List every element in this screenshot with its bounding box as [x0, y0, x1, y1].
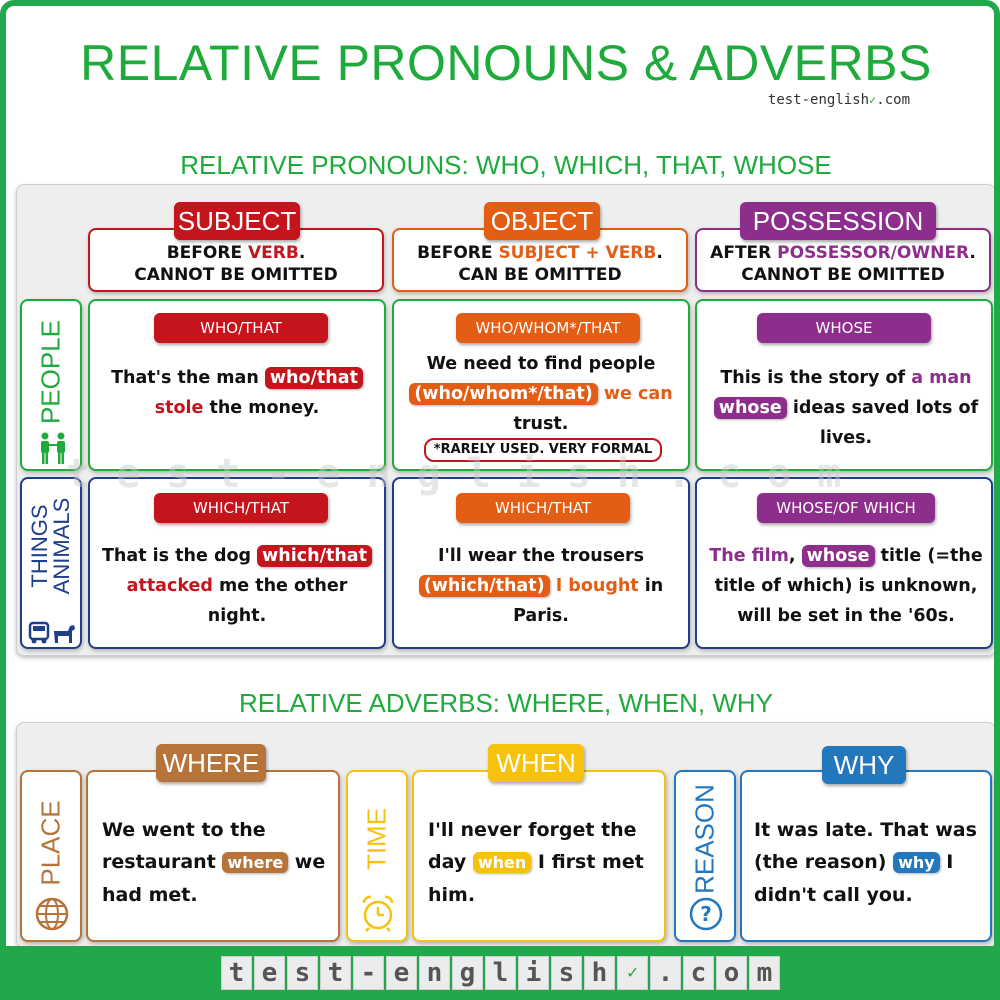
object-description: BEFORE SUBJECT + VERB. CAN BE OMITTED [417, 243, 663, 285]
page-title: RELATIVE PRONOUNS & ADVERBS [80, 35, 932, 91]
footer-letter: t [320, 956, 351, 990]
where-example-box: We went to the restaurant where we had met… [86, 770, 340, 942]
when-example-box: I'll never forget the day when I first me… [412, 770, 666, 942]
brand-logo-small: test-english✓.com [767, 92, 910, 108]
footer-letter: m [749, 956, 780, 990]
place-label: PLACE [35, 799, 66, 886]
which-that-subject-tag: WHICH/THAT [154, 493, 328, 523]
who-that-tag: WHO/THAT [154, 313, 328, 343]
people-subject-cell: WHO/THAT That's the man who/that stole th… [88, 299, 386, 471]
whose-tag: WHOSE [757, 313, 931, 343]
footer-letter: s [287, 956, 318, 990]
footer-letter: c [683, 956, 714, 990]
people-object-example: We need to find people (who/whom*/that) w… [398, 349, 684, 439]
things-object-cell: WHICH/THAT I'll wear the trousers (which/… [392, 477, 690, 649]
things-possession-example: The film, whose title (=the title of whic… [709, 545, 983, 626]
pronouns-section-title: RELATIVE PRONOUNS: WHO, WHICH, THAT, WHO… [180, 150, 832, 180]
when-example: I'll never forget the day when I first me… [428, 819, 644, 906]
things-object-example: I'll wear the trousers (which/that) I bou… [398, 541, 684, 631]
people-row-label: PEOPLE [20, 299, 82, 471]
alarm-clock-icon [362, 895, 394, 932]
question-icon: ? [689, 897, 723, 931]
footer-letter: e [386, 956, 417, 990]
time-label: TIME [361, 808, 392, 871]
footer-letter: - [353, 956, 384, 990]
people-icon [41, 432, 65, 464]
footer-letter: h [584, 956, 615, 990]
things-possession-cell: WHOSE/OF WHICH The film, whose title (=t… [695, 477, 993, 649]
things-subject-cell: WHICH/THAT That is the dog which/that att… [88, 477, 386, 649]
people-possession-cell: WHOSE This is the story of a man whose id… [695, 299, 993, 471]
svg-text:?: ? [700, 902, 712, 926]
people-subject-example: That's the man who/that stole the money. [94, 363, 380, 423]
people-possession-example: This is the story of a man whose ideas sa… [701, 363, 991, 453]
things-animals-label: THINGS ANIMALS [27, 497, 74, 595]
reason-label: REASON [689, 784, 720, 895]
footer-letter: . [650, 956, 681, 990]
subject-tag: SUBJECT [174, 202, 300, 240]
footer-letter: e [254, 956, 285, 990]
check-icon: ✓ [617, 956, 648, 990]
people-label: PEOPLE [35, 319, 66, 424]
car-dog-icon [28, 621, 75, 644]
possession-tag: POSSESSION [740, 202, 936, 240]
adverbs-section-title: RELATIVE ADVERBS: WHERE, WHEN, WHY [238, 688, 774, 718]
things-subject-example: That is the dog which/that attacked me th… [94, 541, 380, 631]
footer-brand: t e s t - e n g l i s h ✓ . c o m [221, 956, 780, 990]
footer-letter: n [419, 956, 450, 990]
people-object-cell: WHO/WHOM*/THAT We need to find people (wh… [392, 299, 690, 471]
things-animals-row-label: THINGS ANIMALS [20, 477, 82, 649]
where-example: We went to the restaurant where we had met… [102, 819, 326, 906]
where-tag: WHERE [156, 744, 266, 782]
object-description-box: BEFORE SUBJECT + VERB. CAN BE OMITTED [392, 228, 688, 292]
time-side-box: TIME [346, 770, 408, 942]
footer-letter: l [485, 956, 516, 990]
footer-letter: t [221, 956, 252, 990]
check-icon: ✓ [869, 93, 877, 107]
who-whom-that-tag: WHO/WHOM*/THAT [456, 313, 640, 343]
possession-description: AFTER POSSESSOR/OWNER. CANNOT BE OMITTED [710, 243, 976, 285]
why-tag: WHY [822, 746, 906, 784]
footer-letter: i [518, 956, 549, 990]
footer-letter: s [551, 956, 582, 990]
reason-side-box: REASON ? [674, 770, 736, 942]
whose-of-which-tag: WHOSE/OF WHICH [757, 493, 935, 523]
object-tag: OBJECT [484, 202, 600, 240]
rarely-used-note: *RARELY USED. VERY FORMAL [424, 438, 662, 462]
when-tag: WHEN [488, 744, 584, 782]
which-that-object-tag: WHICH/THAT [456, 493, 630, 523]
watermark: test-english.com [66, 451, 868, 497]
footer-letter: g [452, 956, 483, 990]
globe-icon [35, 897, 69, 931]
place-side-box: PLACE [20, 770, 82, 942]
subject-description: BEFORE VERB. CANNOT BE OMITTED [134, 243, 338, 285]
footer-letter: o [716, 956, 747, 990]
